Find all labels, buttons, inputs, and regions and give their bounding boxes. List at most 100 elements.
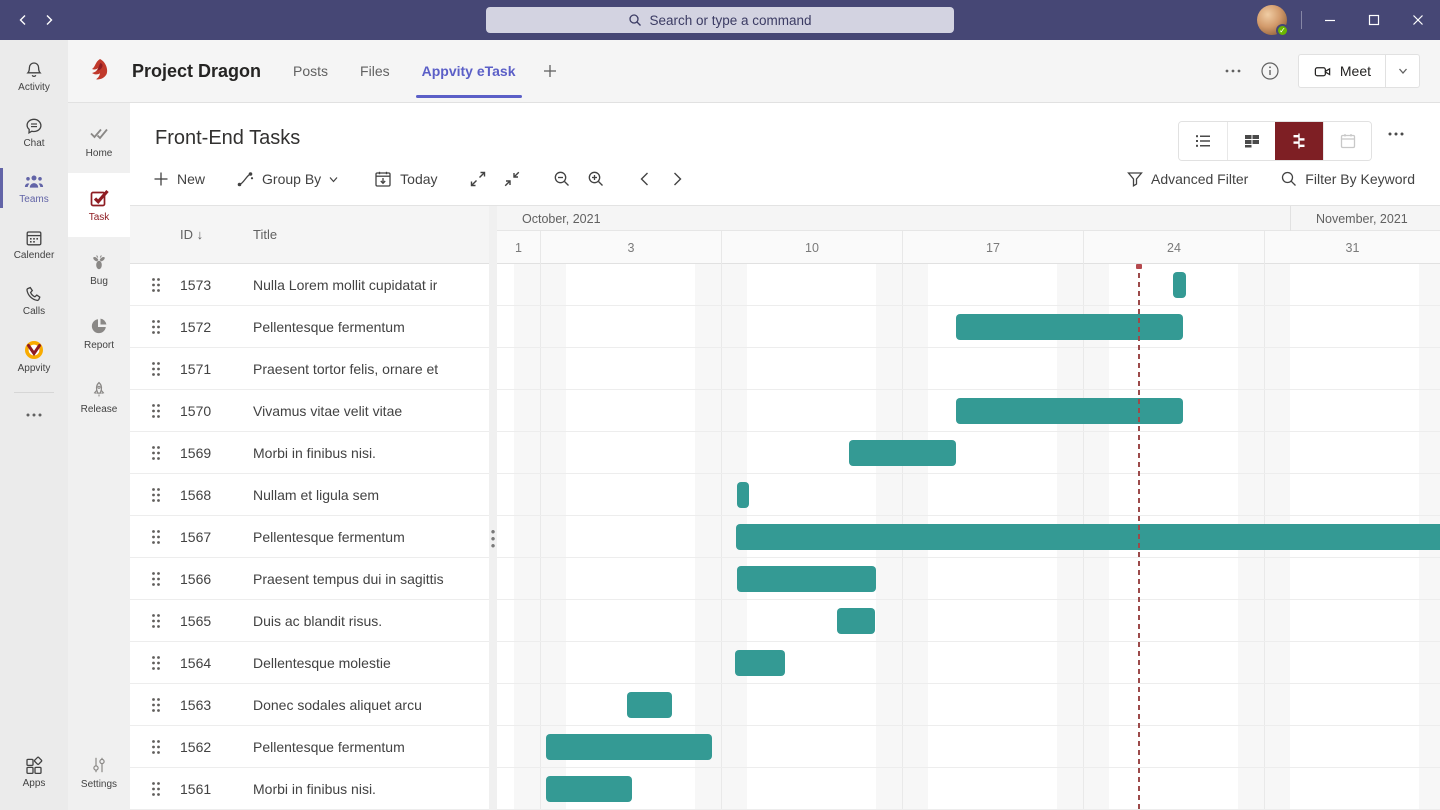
forward-button[interactable]: [36, 7, 62, 33]
task-row[interactable]: 1566 Praesent tempus dui in sagittis: [130, 558, 489, 600]
sidebar-item-report[interactable]: Report: [68, 301, 130, 365]
task-id: 1563: [180, 696, 212, 713]
tab-posts[interactable]: Posts: [293, 63, 329, 79]
task-row[interactable]: 1573 Nulla Lorem mollit cupidatat ir: [130, 264, 489, 306]
group-by-button[interactable]: Group By: [235, 169, 339, 189]
meet-button[interactable]: Meet: [1299, 55, 1385, 87]
rail-item-chat[interactable]: Chat: [0, 104, 68, 160]
expand-all-button[interactable]: [468, 169, 488, 189]
task-row[interactable]: 1572 Pellentesque fermentum: [130, 306, 489, 348]
tab-appvity-etask[interactable]: Appvity eTask: [415, 40, 522, 103]
minimize-button[interactable]: [1308, 0, 1352, 40]
scroll-right-button[interactable]: [668, 170, 686, 188]
filter-by-keyword-button[interactable]: Filter By Keyword: [1280, 170, 1415, 188]
drag-handle[interactable]: [151, 319, 163, 335]
gantt-bar[interactable]: [849, 440, 956, 466]
drag-handle[interactable]: [151, 277, 163, 293]
rail-more-button[interactable]: [0, 401, 68, 429]
views-more-button[interactable]: [1386, 131, 1406, 137]
gantt-bar[interactable]: [735, 650, 785, 676]
rail-item-appvity[interactable]: Appvity: [0, 328, 68, 384]
zoom-in-button[interactable]: [586, 169, 606, 189]
chart-row: [497, 474, 1440, 516]
meet-dropdown-button[interactable]: [1385, 55, 1419, 87]
gantt-bar[interactable]: [837, 608, 875, 634]
tab-files[interactable]: Files: [360, 63, 390, 79]
task-row[interactable]: 1562 Pellentesque fermentum: [130, 726, 489, 768]
rail-item-teams[interactable]: Teams: [0, 160, 68, 216]
drag-handle[interactable]: [151, 613, 163, 629]
sidebar-item-bug[interactable]: Bug: [68, 237, 130, 301]
today-button[interactable]: Today: [373, 169, 438, 189]
drag-handle[interactable]: [151, 571, 163, 587]
drag-handle[interactable]: [151, 361, 163, 377]
rail-item-apps[interactable]: Apps: [0, 744, 68, 800]
id-column-header[interactable]: ID ↓: [180, 227, 204, 242]
title-column-header[interactable]: Title: [253, 227, 278, 242]
drag-handle[interactable]: [151, 403, 163, 419]
task-row[interactable]: 1568 Nullam et ligula sem: [130, 474, 489, 516]
task-row[interactable]: 1563 Donec sodales aliquet arcu: [130, 684, 489, 726]
task-row[interactable]: 1571 Praesent tortor felis, ornare et: [130, 348, 489, 390]
task-row[interactable]: 1561 Morbi in finibus nisi.: [130, 768, 489, 810]
task-row[interactable]: 1565 Duis ac blandit risus.: [130, 600, 489, 642]
scroll-left-button[interactable]: [636, 170, 654, 188]
drag-handle[interactable]: [151, 529, 163, 545]
today-line: [1138, 264, 1140, 810]
drag-handle[interactable]: [151, 781, 163, 797]
group-by-label: Group By: [262, 171, 322, 187]
gantt-bar[interactable]: [627, 692, 672, 718]
gantt-bar[interactable]: [546, 776, 632, 802]
drag-handle[interactable]: [151, 445, 163, 461]
new-task-button[interactable]: New: [152, 170, 205, 188]
drag-handle-icon: [152, 571, 160, 586]
rail-item-calendar[interactable]: Calender: [0, 216, 68, 272]
search-input[interactable]: Search or type a command: [486, 7, 954, 33]
drag-handle[interactable]: [151, 487, 163, 503]
zoom-out-button[interactable]: [552, 169, 572, 189]
sidebar-item-release[interactable]: Release: [68, 365, 130, 429]
chat-icon: [26, 118, 42, 134]
view-board-button[interactable]: [1227, 122, 1275, 160]
close-button[interactable]: [1396, 0, 1440, 40]
task-row[interactable]: 1570 Vivamus vitae velit vitae: [130, 390, 489, 432]
gantt-bar[interactable]: [736, 524, 1440, 550]
back-button[interactable]: [10, 7, 36, 33]
sidebar-item-home[interactable]: Home: [68, 109, 130, 173]
view-list-button[interactable]: [1179, 122, 1227, 160]
sidebar-item-task[interactable]: Task: [68, 173, 130, 237]
view-gantt-button[interactable]: [1275, 122, 1323, 160]
rail-item-calls[interactable]: Calls: [0, 272, 68, 328]
channel-info-button[interactable]: [1260, 61, 1280, 81]
drag-handle[interactable]: [151, 739, 163, 755]
gantt-bar[interactable]: [1173, 272, 1186, 298]
add-tab-button[interactable]: [542, 63, 558, 79]
gantt-bar[interactable]: [956, 314, 1183, 340]
grid-chart-splitter[interactable]: • • •: [489, 206, 497, 810]
gantt-bar[interactable]: [546, 734, 712, 760]
task-title: Vivamus vitae velit vitae: [253, 402, 403, 419]
drag-handle-icon: [152, 655, 160, 670]
drag-handle[interactable]: [151, 655, 163, 671]
view-calendar-button[interactable]: [1323, 122, 1371, 160]
drag-handle-icon: [152, 697, 160, 712]
drag-handle[interactable]: [151, 697, 163, 713]
gantt-bar[interactable]: [737, 566, 876, 592]
advanced-filter-button[interactable]: Advanced Filter: [1126, 170, 1248, 188]
gantt-bar[interactable]: [737, 482, 749, 508]
gantt-bar[interactable]: [956, 398, 1183, 424]
appvity-logo-icon: [25, 340, 43, 359]
task-row[interactable]: 1564 Dellentesque molestie: [130, 642, 489, 684]
channel-more-button[interactable]: [1224, 68, 1242, 74]
meet-button-label: Meet: [1339, 63, 1371, 79]
maximize-button[interactable]: [1352, 0, 1396, 40]
list-view-icon: [1196, 135, 1210, 147]
week-gridline: [540, 264, 541, 810]
rail-item-activity[interactable]: Activity: [0, 48, 68, 104]
task-row[interactable]: 1569 Morbi in finibus nisi.: [130, 432, 489, 474]
user-avatar[interactable]: ✓: [1257, 5, 1289, 37]
task-row[interactable]: 1567 Pellentesque fermentum: [130, 516, 489, 558]
sidebar-item-settings[interactable]: Settings: [68, 740, 130, 804]
collapse-all-button[interactable]: [502, 169, 522, 189]
zoom-in-icon: [588, 171, 603, 186]
